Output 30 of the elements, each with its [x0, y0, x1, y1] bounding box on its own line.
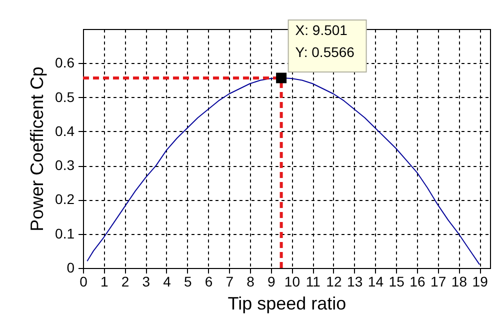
y-tick-label: 0.3 — [55, 157, 75, 174]
x-tick-label: 16 — [410, 274, 426, 290]
x-tick-label: 4 — [163, 274, 172, 290]
y-tick-label: 0.2 — [55, 191, 75, 208]
x-tick-label: 14 — [368, 274, 384, 290]
x-tick-label: 11 — [306, 274, 321, 290]
x-tick-label: 13 — [347, 274, 363, 290]
x-tick-label: 17 — [430, 274, 446, 290]
x-tick-label: 5 — [184, 274, 192, 290]
x-tick-label: 0 — [80, 274, 88, 290]
x-tick-label: 15 — [388, 274, 405, 290]
x-tick-label: 18 — [451, 274, 468, 290]
x-tick-label: 3 — [142, 274, 150, 290]
annotation: X: 9.501 Y: 0.5566 — [295, 22, 355, 60]
x-tick-label: 9 — [267, 274, 276, 290]
x-tick-label: 7 — [226, 274, 234, 290]
x-tick-label: 10 — [284, 274, 300, 290]
y-tick-label: 0 — [66, 260, 75, 276]
x-tick-label: 8 — [246, 274, 255, 290]
x-tick-label: 19 — [472, 274, 488, 290]
x-axis-title: Tip speed ratio — [228, 294, 346, 314]
x-tick-label: 1 — [100, 274, 108, 290]
x-tick-label: 6 — [204, 274, 213, 290]
y-tick-label: 0.1 — [55, 225, 75, 242]
y-tick-label: 0.6 — [55, 54, 75, 71]
x-tick-label: 12 — [326, 274, 342, 290]
y-tick-label: 0.5 — [55, 88, 75, 105]
y-tick-label: 0.4 — [55, 122, 75, 139]
y-axis-title: Power Coefficent Cp — [27, 66, 48, 232]
x-tick-label: 2 — [121, 274, 130, 290]
